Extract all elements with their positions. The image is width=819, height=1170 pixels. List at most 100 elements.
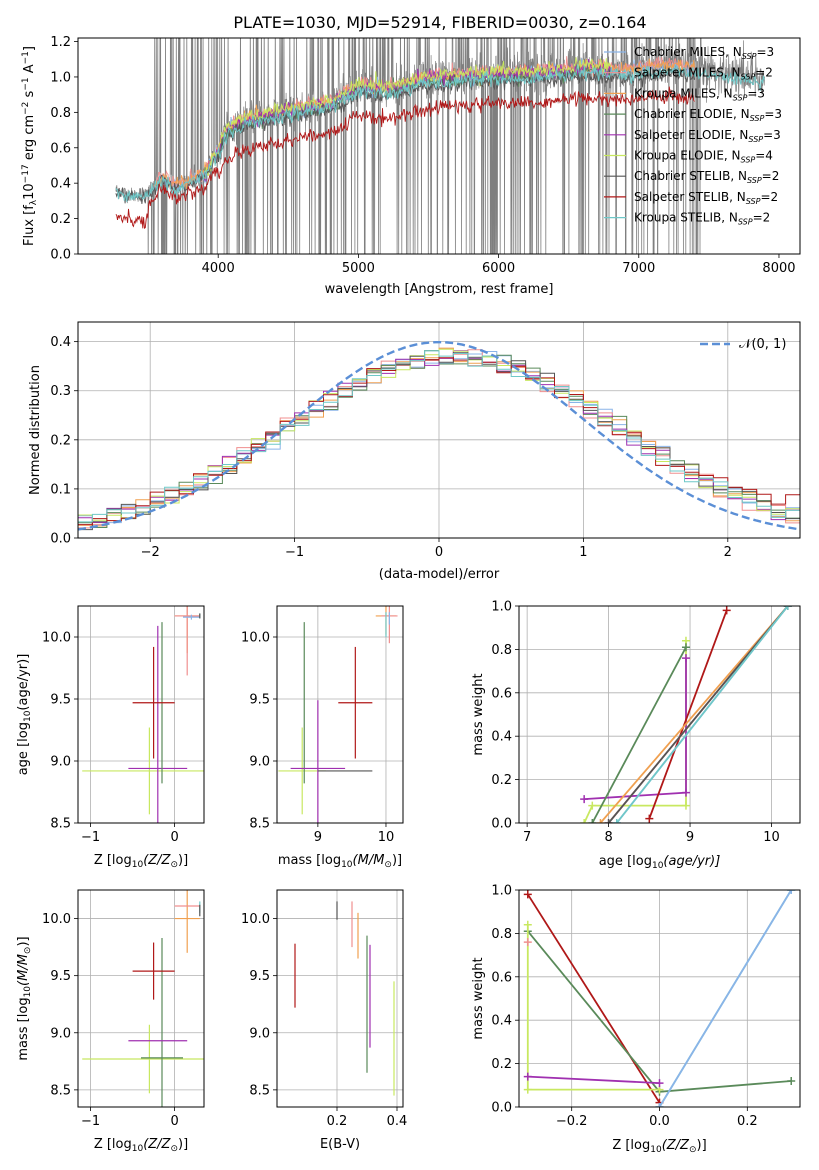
line-chabrier_stelib [607,606,789,823]
y-tick-label: 0.0 [50,532,71,547]
normal-curve [78,341,800,531]
y-tick-label: 1.0 [50,70,71,85]
line-salpeter_elodie [527,1075,660,1084]
mass_vs_ebv-points [294,901,395,1096]
marker-salpeter_elodie [681,788,690,797]
age_vs_z-xlabel: Z [log10(Z/Z⊙)] [94,853,188,870]
axes-frame [276,889,404,1108]
weight_vs_age-xlabel: age [log10(age/yr)] [599,854,721,871]
age_vs_mass-points [278,606,398,823]
x-tick-label: 1 [579,545,587,560]
age_vs_z-points [82,606,204,823]
y-tick-label: 9.5 [50,969,71,984]
x-tick-label: 9 [314,830,322,845]
weight_vs_z-xlabel: Z [log10(Z/Z⊙)] [612,1138,706,1155]
weight_vs_z-panel: −0.2 0.0 0.2 0.0 0.2 0.4 0.6 0.8 1.0 Z [log10(Z/Z… [471,884,801,1155]
y-tick-label: 0.2 [491,773,512,788]
x-tick-label: −2 [141,545,160,560]
age_vs_mass-xlabel: mass [log10(M/M⊙)] [278,853,402,870]
x-tick-label: 4000 [202,261,235,276]
marker-salpeter_miles [523,938,532,947]
axes-frame [77,321,801,539]
line-chabrier_elodie [591,646,687,823]
residuals-ylabel: Normed distribution [28,365,43,495]
model-salpeter_stelib [115,86,695,230]
legend-label-salpeter_elodie: Salpeter ELODIE, NSSP=3 [634,128,781,144]
marker-salpeter_elodie [580,795,589,804]
legend-label-kroupa_stelib: Kroupa STELIB, NSSP=2 [634,211,770,227]
y-tick-label: 0.4 [50,335,71,350]
legend-label-salpeter_stelib: Salpeter STELIB, NSSP=2 [634,190,778,206]
weight_vs_z-series [523,890,796,1107]
y-tick-label: 0.8 [50,106,71,121]
marker-chabrier_elodie [588,819,597,823]
x-tick-label: 10 [763,830,780,845]
marker-salpeter_stelib [722,606,731,615]
y-tick-label: 9.0 [50,1026,71,1041]
marker-chabrier_miles [655,1103,664,1107]
age_vs_z-panel: −1 0 8.5 9.0 9.5 10.0 Z [log10(Z/Z⊙)] age [log1… [16,605,205,870]
x-tick-label: 5000 [342,261,375,276]
marker-kroupa_stelib [783,606,792,610]
errorbar-chabrier_elodie [141,937,183,1107]
errorbar-salpeter_elodie [290,700,346,823]
age_vs_z-ylabel: age [log10(age/yr)] [16,654,33,776]
histogram-kroupa_stelib [78,350,800,538]
model-chabrier_stelib [115,68,696,205]
legend-label-chabrier_miles: Chabrier MILES, NSSP=3 [634,45,774,61]
y-tick-label: 0.1 [50,482,71,497]
series-salpeter_stelib [523,890,664,1107]
y-tick-label: 8.5 [249,817,270,832]
y-tick-label: 0.8 [491,927,512,942]
line-kroupa_miles [599,606,789,823]
y-tick-label: 1.0 [491,600,512,615]
mass_vs_z-ylabel: mass [log10(M/M⊙)] [16,936,33,1060]
y-tick-label: 10.0 [241,912,270,927]
series-salpeter_stelib [645,606,731,823]
line-salpeter_elodie [584,658,687,800]
marker-kroupa_elodie [523,920,532,929]
y-tick-label: 0.2 [491,1057,512,1072]
series-salpeter_miles [523,938,532,947]
mass_vs_z-xlabel: Z [log10(Z/Z⊙)] [94,1137,188,1154]
axes-frame [276,605,404,824]
x-tick-label: 7000 [622,261,655,276]
errorbar-kroupa_miles [174,890,200,953]
y-tick-label: 1.2 [50,35,71,50]
x-tick-label: −1 [285,545,304,560]
y-tick-label: 0.6 [50,141,71,156]
x-tick-label: 8 [604,830,612,845]
line-chabrier_miles [658,890,792,1107]
series-chabrier_elodie [588,643,690,823]
y-tick-label: 9.0 [50,755,71,770]
y-tick-label: 10.0 [241,631,270,646]
y-tick-label: 8.5 [50,1083,71,1098]
spectrum-legend: Chabrier MILES, NSSP=3 Salpeter MILES, NS… [604,45,782,227]
y-tick-label: 0.8 [491,643,512,658]
axes-frame [518,889,801,1108]
legend-label-salpeter_miles: Salpeter MILES, NSSP=2 [634,66,773,82]
legend-label-kroupa_miles: Kroupa MILES, NSSP=3 [634,86,765,102]
y-tick-label: 0.4 [50,177,71,192]
y-tick-label: 0.6 [491,686,512,701]
x-tick-label: 0.2 [327,1114,348,1129]
errorbar-salpeter_elodie [128,625,188,823]
x-tick-label: 0 [170,1114,178,1129]
y-tick-label: 0.3 [50,384,71,399]
series-chabrier_miles [655,890,796,1107]
x-tick-label: 8000 [762,261,795,276]
x-tick-label: 0.4 [387,1114,408,1129]
series-salpeter_elodie [523,1072,664,1088]
y-tick-label: 9.0 [249,1026,270,1041]
marker-kroupa_elodie [681,801,690,810]
normal-legend-label: 𝒩(0, 1) [739,337,786,352]
x-tick-label: 2 [724,545,732,560]
y-tick-label: 0.2 [50,212,71,227]
series-salpeter_elodie [580,654,690,804]
marker-chabrier_elodie [681,643,690,652]
y-tick-label: 0.4 [491,730,512,745]
spectrum-data [115,38,766,254]
marker-chabrier_miles [787,890,796,894]
axes-frame [77,37,801,255]
marker-kroupa_miles [596,819,605,823]
